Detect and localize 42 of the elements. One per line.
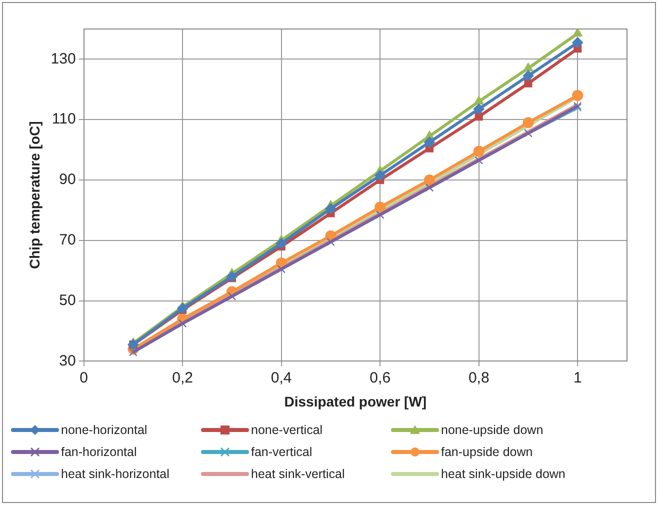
point [474,112,483,121]
point [374,202,386,213]
x-axis-title: Dissipated power [W] [284,393,427,410]
y-tick-label: 90 [59,171,76,188]
legend-label: fan-horizontal [61,445,137,459]
x-tick-label: 0,2 [172,369,194,386]
x-tick-label: 0 [80,369,88,386]
legend-label: none-vertical [251,423,323,437]
legend-label: heat sink-horizontal [61,467,170,481]
point [276,238,287,249]
point [473,104,484,115]
point [325,203,336,214]
point [572,90,584,101]
x-tick-label: 0,6 [370,369,391,386]
legend-label: heat sink-vertical [251,467,345,481]
y-tick-label: 70 [59,232,76,249]
point [474,96,484,104]
x-tick-label: 1 [573,369,582,386]
point [522,70,534,82]
x-tick-label: 0,4 [270,369,292,386]
y-axis-title: Chip temperature [oC] [26,121,42,269]
y-tick-label: 50 [59,292,76,309]
legend-label: none-upside down [441,423,544,437]
point [424,174,435,186]
y-tick-label: 30 [59,352,76,370]
point [226,271,238,282]
point [572,29,582,37]
legend-label: fan-vertical [251,445,312,459]
legend-label: fan-upside down [441,445,533,459]
point [424,136,435,148]
point [177,302,188,314]
point [522,117,534,128]
legend-label: heat sink-upside down [441,467,566,481]
x-tick-label: 0,8 [468,369,490,386]
point [473,146,484,157]
point [524,79,532,88]
point [572,37,584,48]
y-tick-label: 130 [50,50,76,68]
y-tick-label: 110 [52,110,76,128]
legend-label: none-horizontal [61,423,148,437]
point [523,62,534,72]
point [374,170,386,181]
